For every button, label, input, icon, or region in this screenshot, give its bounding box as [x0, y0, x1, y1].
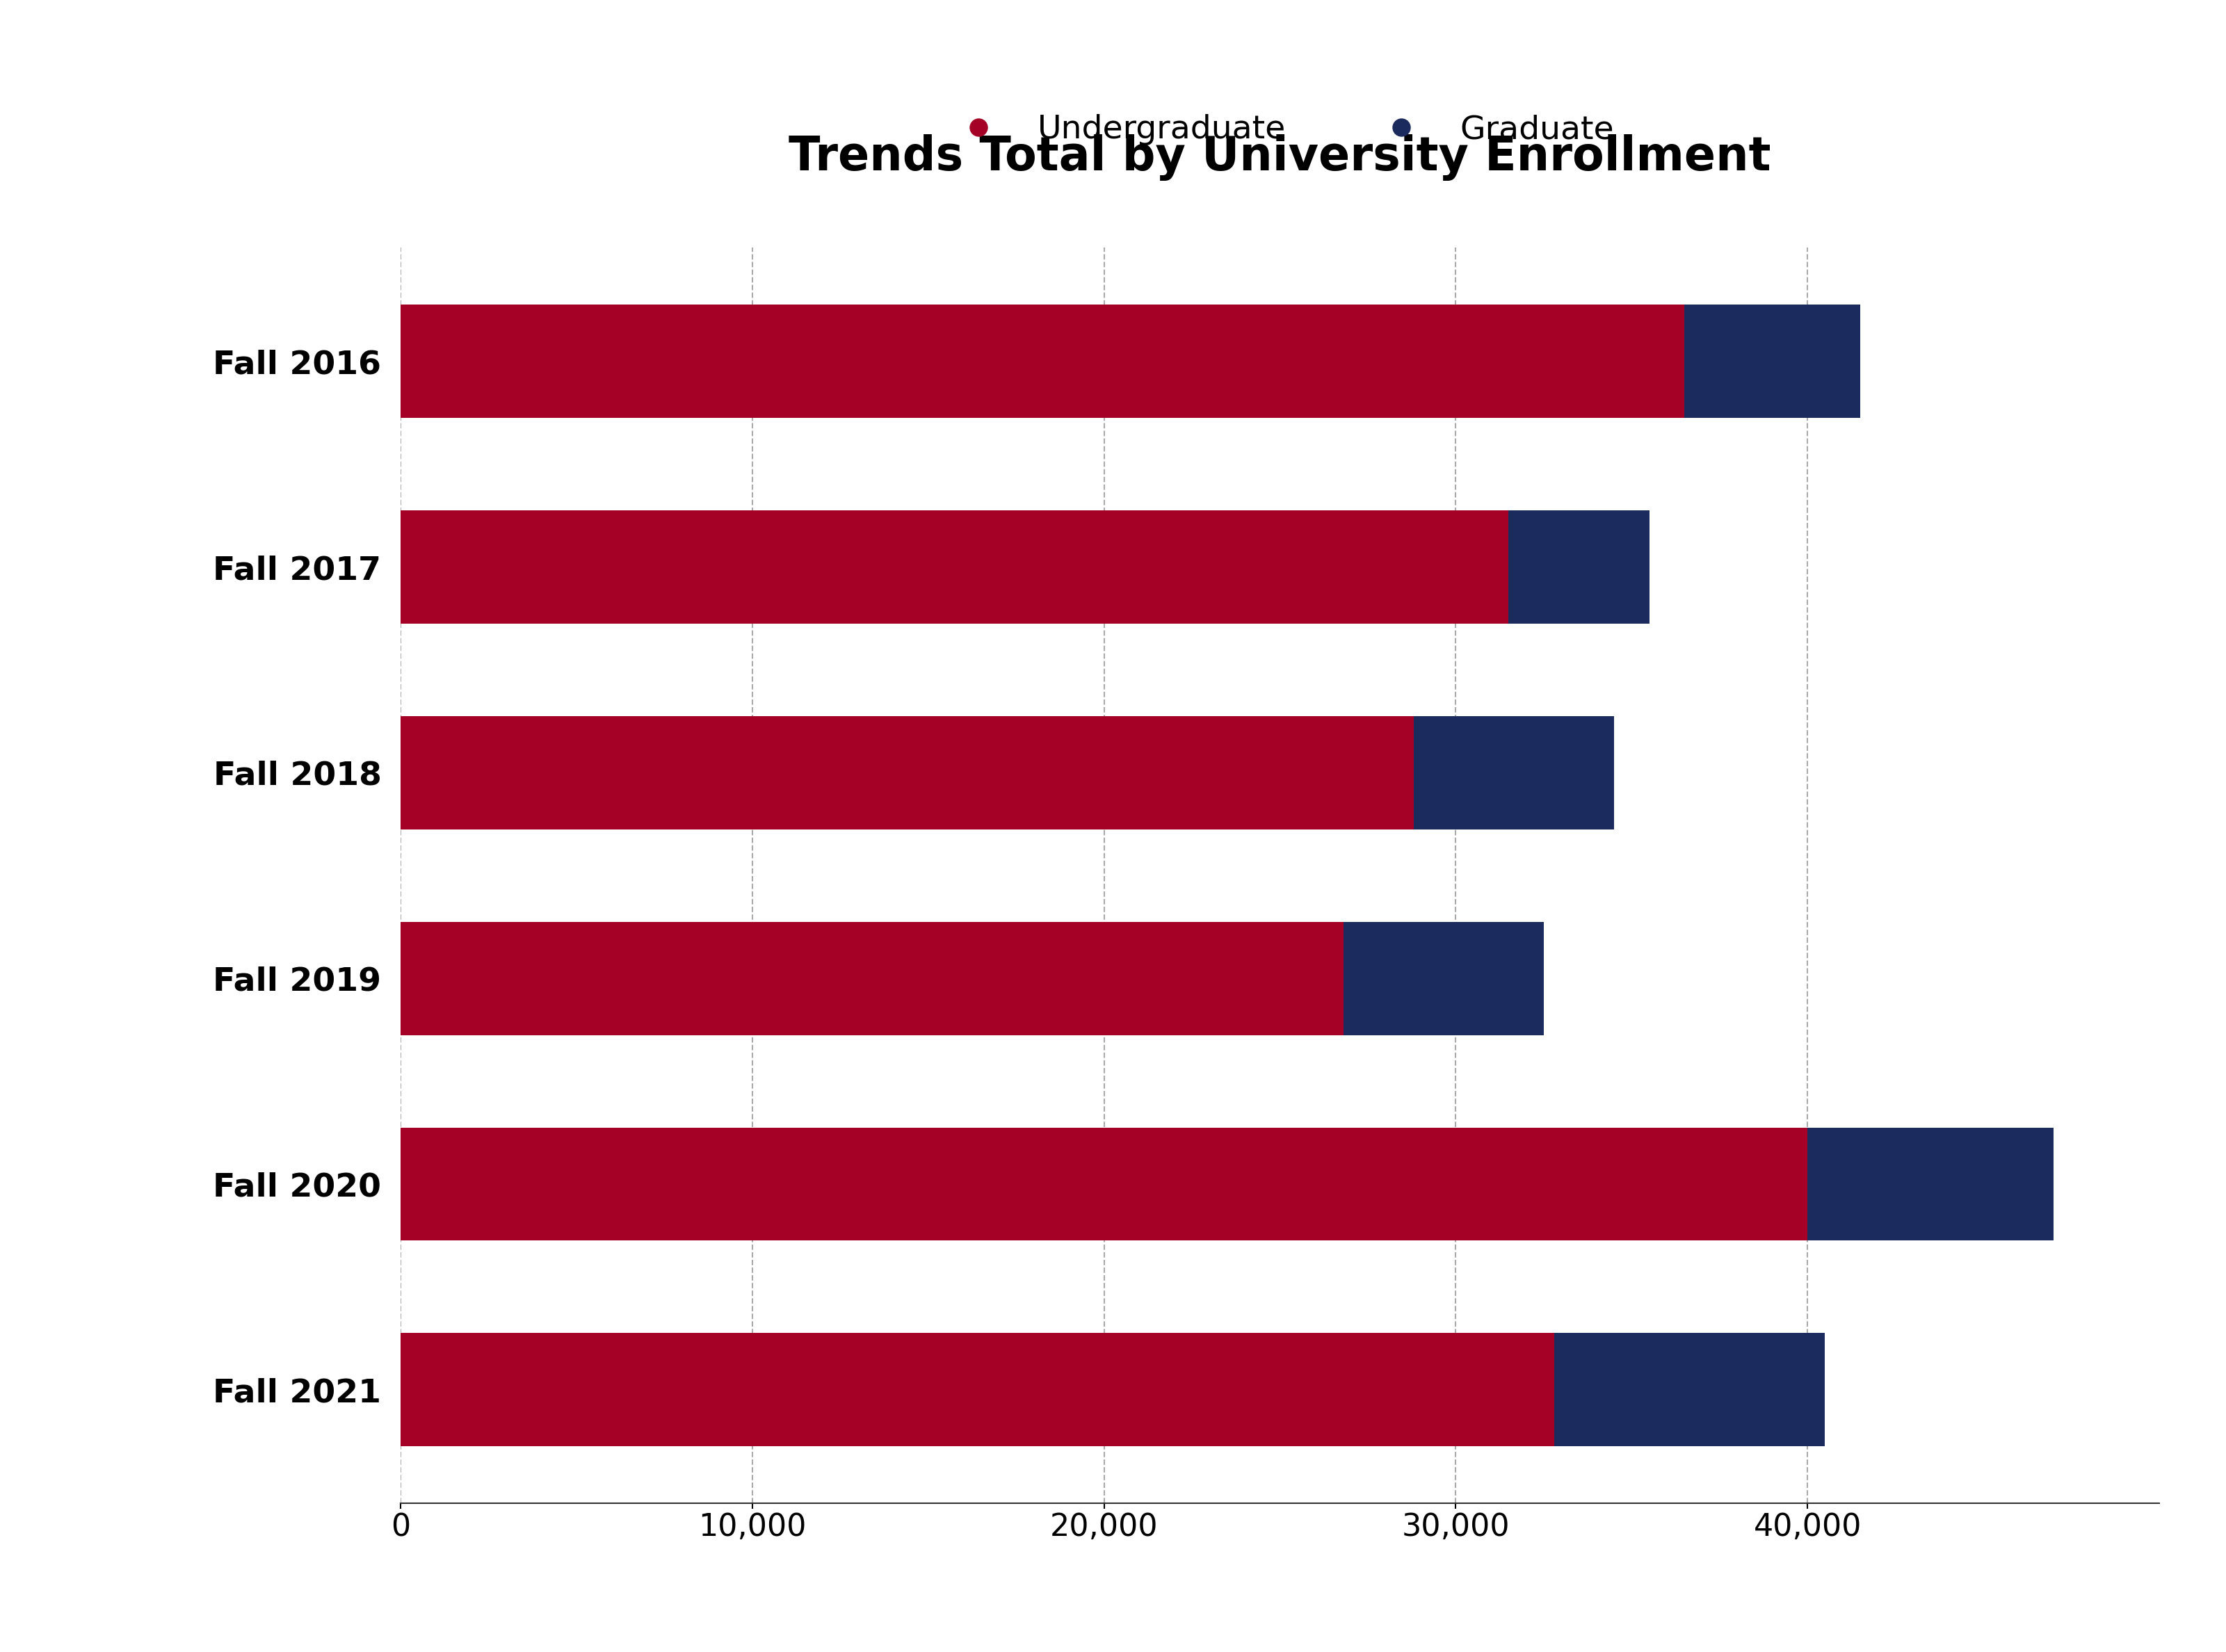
Bar	[401, 306, 1685, 418]
Bar	[1509, 510, 1649, 624]
Bar	[1808, 1127, 2055, 1241]
Bar	[401, 510, 1509, 624]
Bar	[1342, 922, 1545, 1034]
Bar	[1554, 1333, 1825, 1446]
Bar	[1685, 306, 1861, 418]
Bar	[401, 717, 1414, 829]
Bar	[401, 1333, 1554, 1446]
Title: Trends Total by University Enrollment: Trends Total by University Enrollment	[788, 134, 1772, 182]
Legend: Undergraduate, Graduate: Undergraduate, Graduate	[933, 101, 1627, 159]
Bar	[401, 922, 1342, 1034]
Bar	[1414, 717, 1614, 829]
Bar	[401, 1127, 1808, 1241]
